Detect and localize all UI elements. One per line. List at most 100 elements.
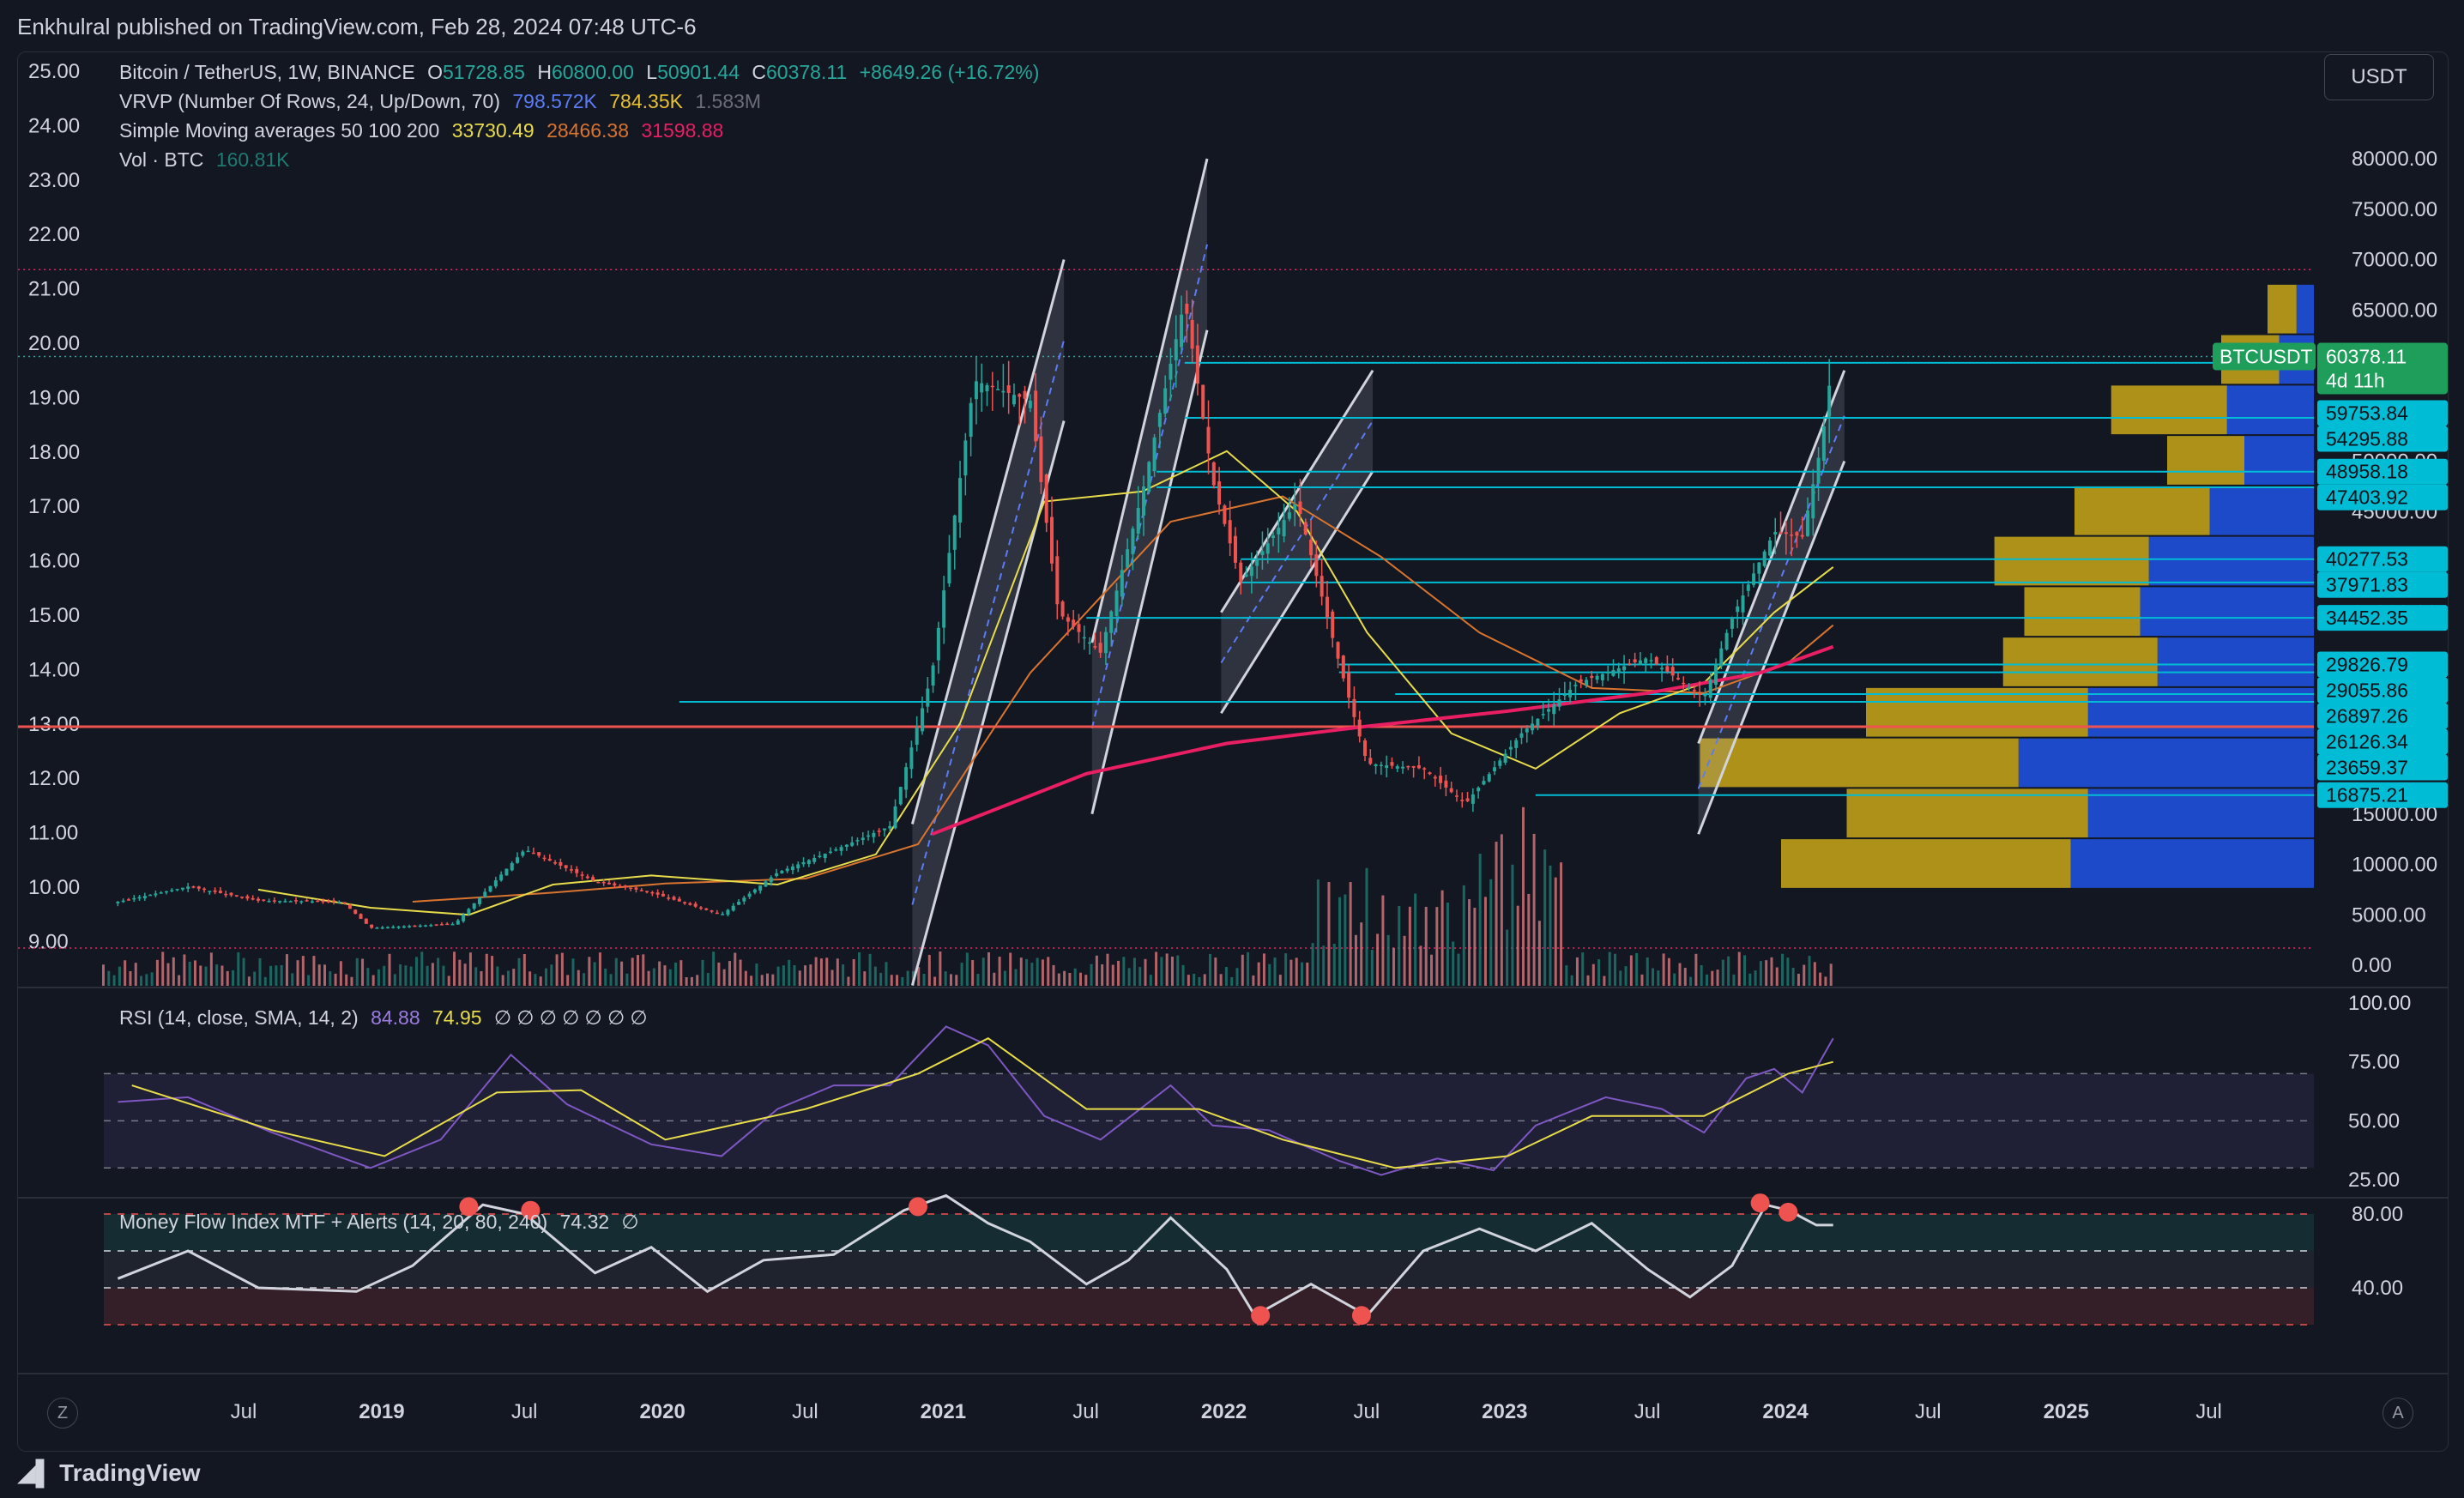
candle-body xyxy=(996,389,1000,390)
time-axis-tick: Jul xyxy=(2195,1400,2222,1423)
candle-body xyxy=(1477,788,1481,792)
candle-body xyxy=(547,858,552,861)
candle-body xyxy=(218,891,222,893)
mfi-legend[interactable]: Money Flow Index MTF + Alerts (14, 20, 8… xyxy=(119,1211,646,1234)
candle-body xyxy=(1562,694,1567,697)
volume-bar xyxy=(1078,972,1082,986)
volume-bar xyxy=(1808,956,1811,986)
candle-body xyxy=(1471,794,1475,804)
volume-bar xyxy=(263,976,267,986)
candle-body xyxy=(396,926,401,928)
candle-body xyxy=(1331,611,1335,638)
candle-body xyxy=(1525,728,1529,733)
volume-bar xyxy=(734,952,737,986)
candle-body xyxy=(1277,528,1281,535)
volume-bar xyxy=(150,972,154,986)
candle-body xyxy=(256,898,260,901)
candle-body xyxy=(251,897,255,900)
volume-bar xyxy=(1657,970,1660,986)
chart-canvas[interactable]: 25.00 24.00 23.00 22.00 21.00 20.00 19.00 18.00… xyxy=(18,52,2448,1451)
channel-lower xyxy=(1697,460,1846,835)
candle-body xyxy=(731,905,735,911)
vp-down-bar xyxy=(1866,687,2088,737)
volume-bar xyxy=(1711,970,1714,986)
left-axis-tick: 19.00 xyxy=(28,386,80,409)
symbol-legend[interactable]: Bitcoin / TetherUS, 1W, BINANCE O51728.8… xyxy=(119,61,1046,84)
volume-bar xyxy=(668,969,672,986)
volume-bar xyxy=(1338,897,1342,986)
candle-body xyxy=(1724,632,1729,649)
time-axis-tick: Jul xyxy=(231,1400,257,1423)
volume-bar xyxy=(247,976,251,986)
volume-bar xyxy=(1754,970,1757,986)
rsi-axis-tick: 50.00 xyxy=(2348,1109,2400,1133)
volume-bar xyxy=(1111,964,1114,986)
volume-bar xyxy=(1273,957,1277,986)
sma-legend[interactable]: Simple Moving averages 50 100 200 33730.… xyxy=(119,119,730,142)
candle-body xyxy=(1336,642,1340,659)
volume-bar xyxy=(1160,957,1163,986)
rsi-legend[interactable]: RSI (14, close, SMA, 14, 2) 84.88 74.95 … xyxy=(119,1006,655,1030)
candle-body xyxy=(1103,631,1108,654)
volume-bar xyxy=(1732,974,1736,986)
mfi-alert-dot xyxy=(1251,1306,1271,1326)
volume-bar xyxy=(636,955,639,986)
candle-body xyxy=(1190,319,1194,349)
candle-body xyxy=(402,926,406,928)
candle-body xyxy=(1406,765,1410,768)
candle-body xyxy=(1066,617,1070,622)
candle-body xyxy=(726,909,730,915)
tradingview-logo[interactable]: ◢▌ TradingView xyxy=(17,1459,201,1487)
volume-bar xyxy=(1306,962,1309,986)
candle-body xyxy=(801,861,806,865)
candle-body xyxy=(1174,339,1178,361)
time-axis-tick: 2020 xyxy=(639,1400,685,1423)
volume-bar xyxy=(1224,967,1228,986)
volume-bar xyxy=(1495,842,1498,986)
candle-body xyxy=(1514,740,1519,748)
candle-body xyxy=(1411,765,1416,768)
volume-bar xyxy=(209,952,213,986)
mfi-value: 74.32 xyxy=(559,1211,610,1233)
rsi-axis-tick: 25.00 xyxy=(2348,1169,2400,1192)
candle-body xyxy=(180,887,184,890)
vp-down-bar xyxy=(2002,637,2158,686)
volume-bar xyxy=(922,973,926,986)
volume-bar xyxy=(1214,957,1217,986)
candle-body xyxy=(1050,516,1054,564)
candle-body xyxy=(796,864,800,869)
volume-bar xyxy=(399,964,402,986)
volume-bar xyxy=(1392,947,1395,986)
auto-scale-button[interactable]: A xyxy=(2382,1398,2413,1429)
volume-bar xyxy=(663,965,667,986)
candle-body xyxy=(488,885,492,892)
volume-bar xyxy=(577,969,580,986)
left-axis-tick: 24.00 xyxy=(28,114,80,137)
candle-body xyxy=(1055,556,1060,605)
candle-body xyxy=(499,874,504,881)
candle-body xyxy=(704,908,709,910)
last-price-value: 60378.11 xyxy=(2326,346,2407,368)
volume-bar xyxy=(1090,963,1093,986)
vrvp-legend[interactable]: VRVP (Number Of Rows, 24, Up/Down, 70) 7… xyxy=(119,90,768,113)
volume-bar xyxy=(1511,864,1514,986)
volume-bar xyxy=(1791,968,1795,986)
candle-body xyxy=(737,902,741,905)
candle-body xyxy=(893,806,897,829)
channel-mid xyxy=(1090,244,1208,729)
level-price-tag xyxy=(2317,571,2448,598)
volume-bar xyxy=(1047,957,1050,986)
candle-body xyxy=(283,901,287,903)
candle-body xyxy=(1390,762,1394,766)
zoom-button[interactable]: Z xyxy=(47,1398,78,1429)
volume-bar xyxy=(1586,975,1590,986)
vol-legend[interactable]: Vol · BTC 160.81K xyxy=(119,148,297,172)
candle-body xyxy=(623,885,627,888)
candle-body xyxy=(872,832,876,837)
volume-bar xyxy=(1036,957,1039,986)
volume-bar xyxy=(560,952,564,986)
chart-frame[interactable]: 25.00 24.00 23.00 22.00 21.00 20.00 19.00 18.00… xyxy=(17,51,2449,1452)
left-axis-tick: 15.00 xyxy=(28,604,80,627)
currency-button[interactable]: USDT xyxy=(2324,54,2434,100)
volume-bar xyxy=(1549,865,1552,986)
